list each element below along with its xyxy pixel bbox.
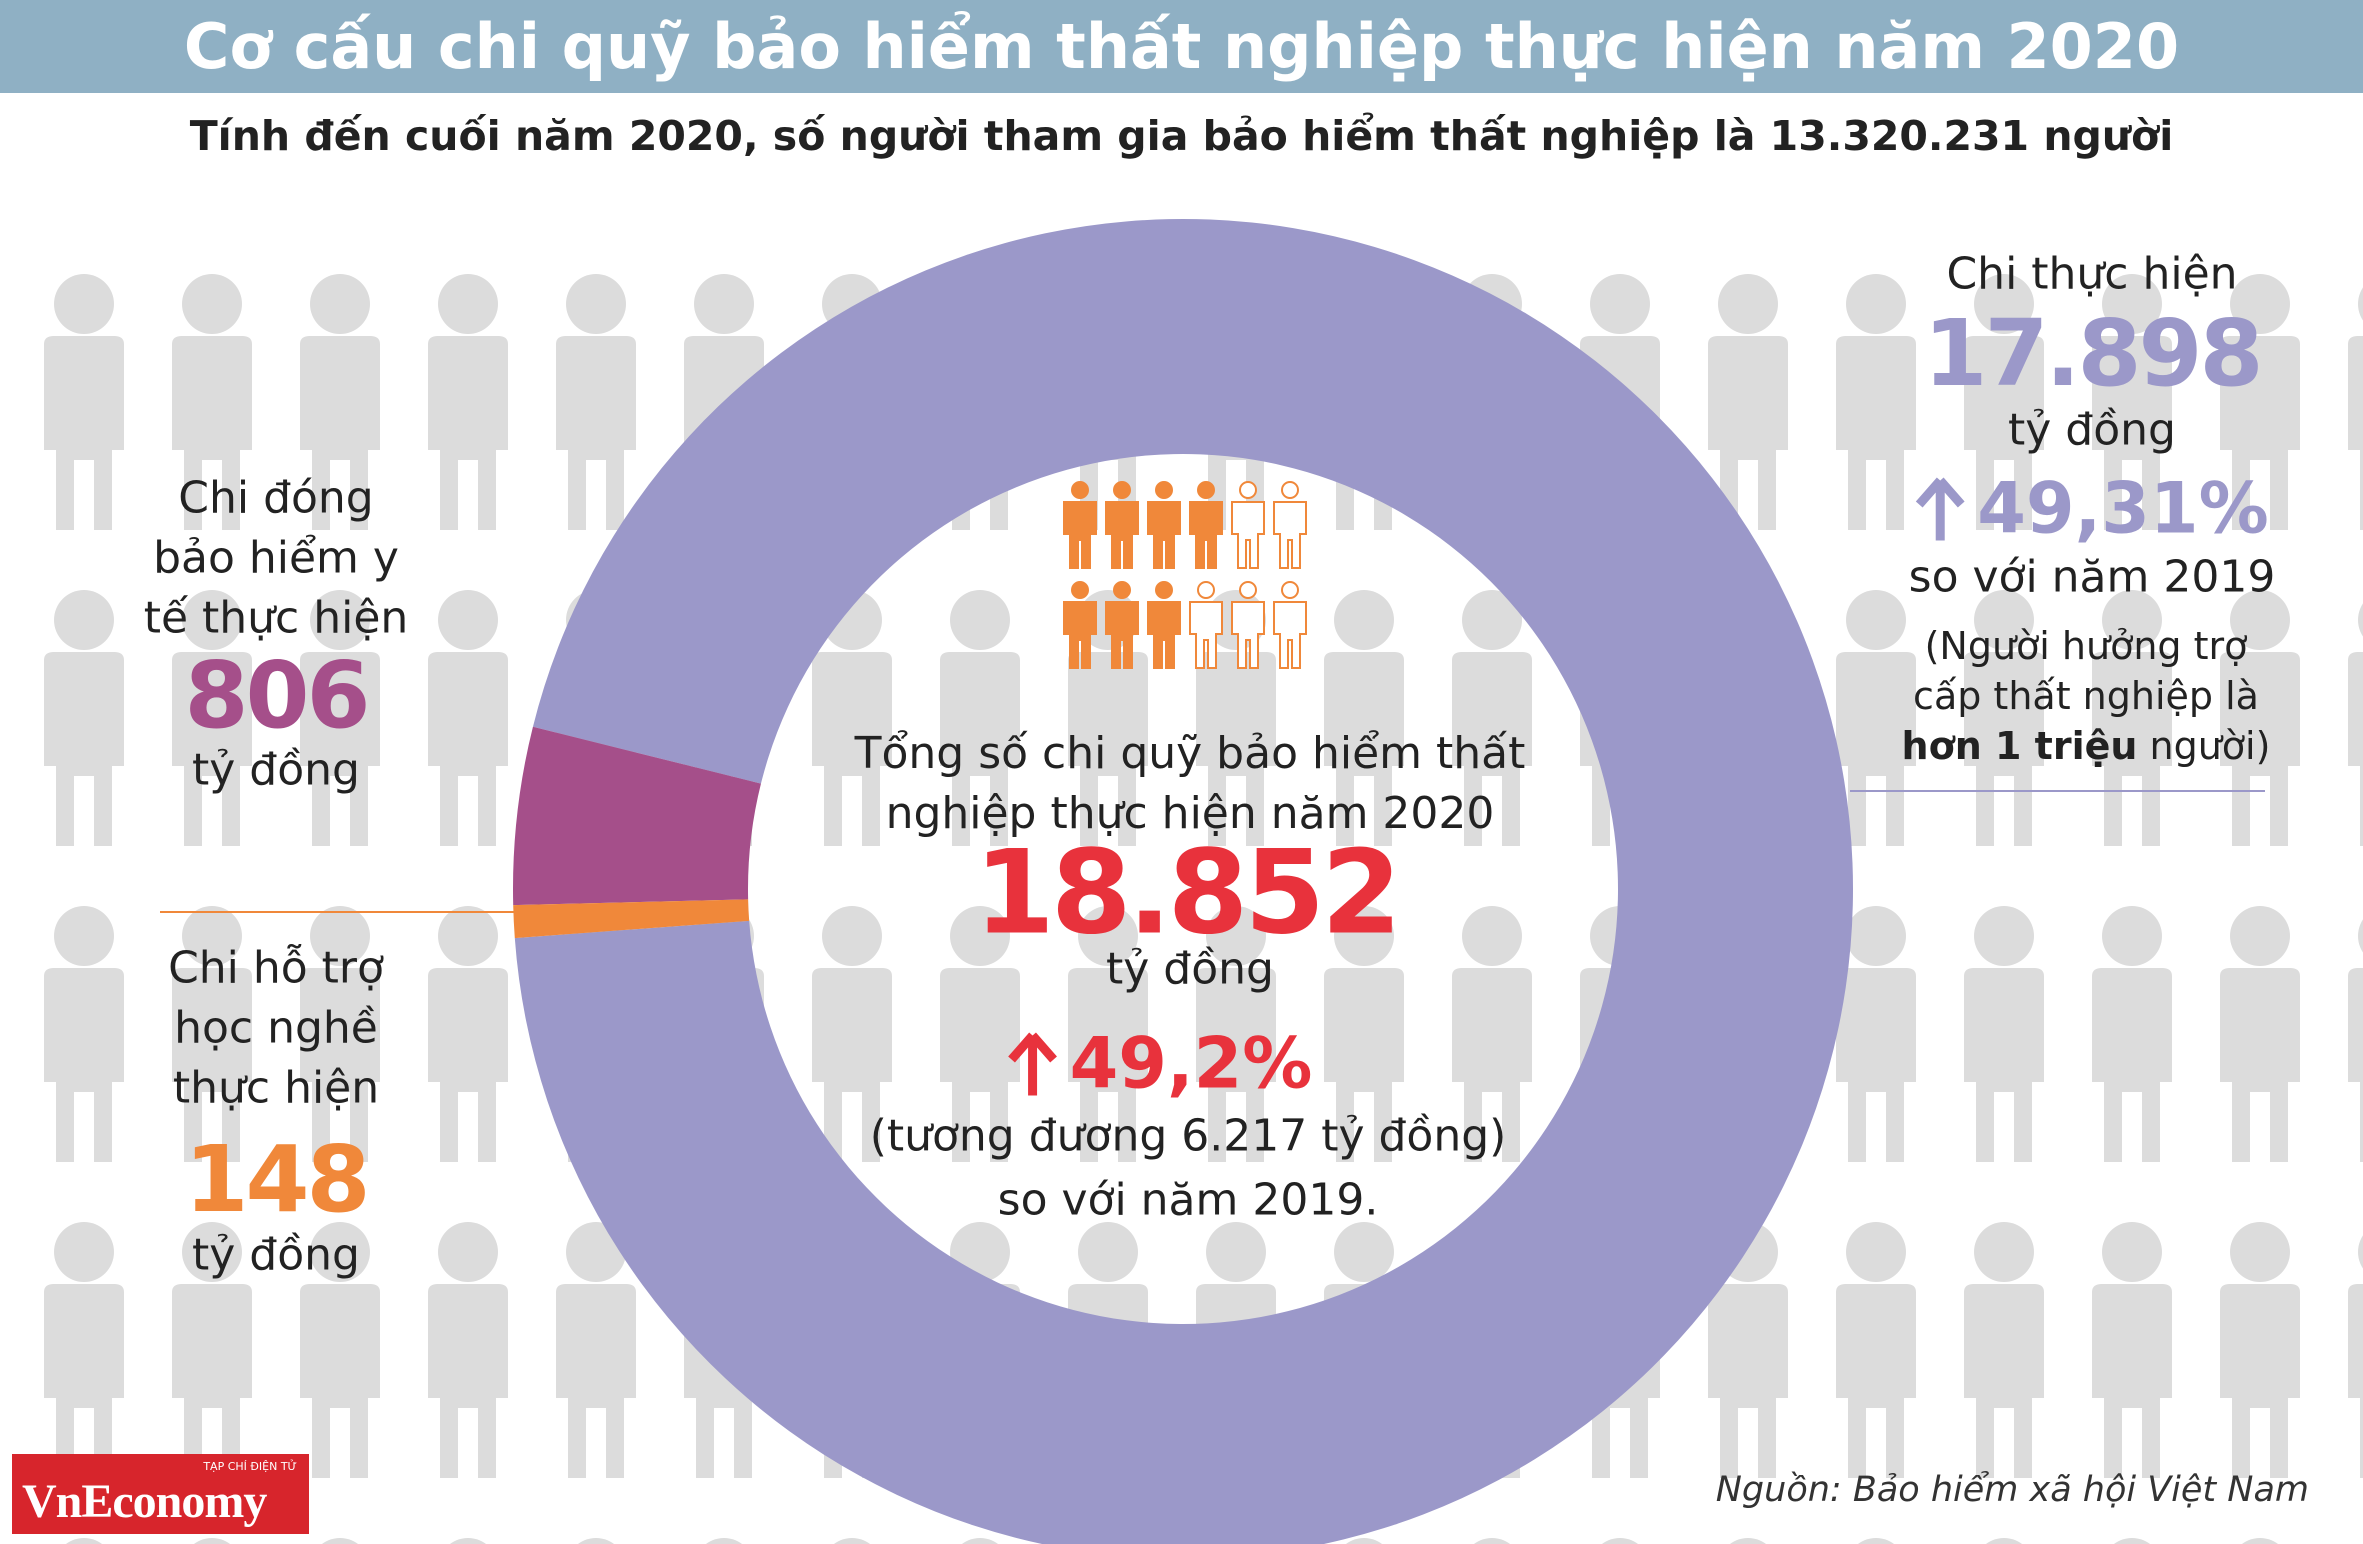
note-text: (Người hưởng trợ cấp thất nghiệp là bbox=[1913, 623, 2259, 718]
icon-body bbox=[1063, 501, 1097, 569]
change-label: 49,31% bbox=[1915, 464, 2269, 555]
icon-body bbox=[1147, 601, 1181, 669]
source: Nguồn: Bảo hiểm xã hội Việt Nam bbox=[1715, 1470, 2309, 1510]
slice bbox=[513, 899, 750, 939]
category-label: Chi hỗ trợ học nghề thực hiện bbox=[168, 942, 384, 1113]
icon-head bbox=[1113, 581, 1131, 599]
slice bbox=[513, 726, 761, 906]
icon-body bbox=[1231, 501, 1265, 569]
category-label: Chi thực hiện bbox=[1946, 248, 2238, 300]
logo-tagline: TẠP CHÍ ĐIỆN TỬ bbox=[203, 1460, 297, 1473]
icon-head bbox=[1239, 581, 1257, 599]
header-bar bbox=[0, 0, 2363, 93]
unit-label: tỷ đồng bbox=[1106, 943, 1274, 995]
unit-label: tỷ đồng bbox=[192, 744, 360, 796]
person-icon bbox=[1231, 481, 1265, 569]
icon-head bbox=[1113, 481, 1131, 499]
value-label: 148 bbox=[184, 1126, 370, 1234]
icon-body bbox=[1189, 601, 1223, 669]
person-icon bbox=[1231, 581, 1265, 669]
person-icon bbox=[1147, 581, 1181, 669]
chart-title: Cơ cấu chi quỹ bảo hiểm thất nghiệp thực… bbox=[183, 10, 2180, 83]
value-label: 17.898 bbox=[1923, 300, 2263, 408]
icon-body bbox=[1105, 501, 1139, 569]
unit-label: tỷ đồng bbox=[2008, 404, 2176, 456]
person-icon bbox=[1189, 581, 1223, 669]
people-icons bbox=[1063, 481, 1307, 669]
change-label: 49,2% bbox=[1008, 1019, 1313, 1110]
center-value: 18.852 bbox=[974, 825, 1402, 961]
person-icon bbox=[1273, 481, 1307, 569]
icon-body bbox=[1147, 501, 1181, 569]
icon-head bbox=[1071, 581, 1089, 599]
note: (Người hưởng trợ cấp thất nghiệp là hơn … bbox=[1891, 621, 2281, 771]
icon-head bbox=[1071, 481, 1089, 499]
note-bold: hơn 1 triệu bbox=[1901, 724, 2138, 769]
logo: TẠP CHÍ ĐIỆN TỬ VnEconomy bbox=[12, 1454, 309, 1534]
icon-head bbox=[1197, 481, 1215, 499]
icon-body bbox=[1231, 601, 1265, 669]
unit-label: tỷ đồng bbox=[192, 1229, 360, 1281]
person-icon bbox=[1147, 481, 1181, 569]
icon-head bbox=[1239, 481, 1257, 499]
donut bbox=[513, 219, 1853, 1544]
compare-label: so với năm 2019 bbox=[1908, 551, 2276, 603]
logo-name: VnEconomy bbox=[22, 1475, 267, 1528]
person-icon bbox=[1105, 481, 1139, 569]
person-icon bbox=[1273, 581, 1307, 669]
icon-head bbox=[1281, 481, 1299, 499]
slice bbox=[514, 219, 1853, 1544]
change-value: 49,31% bbox=[1977, 467, 2269, 550]
icon-head bbox=[1155, 581, 1173, 599]
center-note: (tương đương 6.217 tỷ đồng) bbox=[869, 1110, 1507, 1162]
icon-body bbox=[1273, 501, 1307, 569]
up-arrow bbox=[1915, 477, 1965, 540]
center-label: Tổng số chi quỹ bảo hiểm thất nghiệp thự… bbox=[854, 728, 1526, 839]
chart-subtitle: Tính đến cuối năm 2020, số người tham gi… bbox=[189, 112, 2174, 160]
person-icon bbox=[1063, 481, 1097, 569]
person-icon bbox=[1189, 481, 1223, 569]
center-note: so với năm 2019. bbox=[997, 1174, 1379, 1226]
icon-body bbox=[1189, 501, 1223, 569]
icon-body bbox=[1063, 601, 1097, 669]
icon-body bbox=[1105, 601, 1139, 669]
icon-body bbox=[1273, 601, 1307, 669]
icon-head bbox=[1281, 581, 1299, 599]
note-text: người) bbox=[2149, 724, 2271, 769]
person-icon bbox=[1105, 581, 1139, 669]
icon-head bbox=[1155, 481, 1173, 499]
category-label: Chi đóng bảo hiểm y tế thực hiện bbox=[143, 472, 409, 643]
change-value: 49,2% bbox=[1069, 1022, 1313, 1105]
person-icon bbox=[1063, 581, 1097, 669]
up-arrow bbox=[1008, 1032, 1057, 1095]
icon-head bbox=[1197, 581, 1215, 599]
value-label: 806 bbox=[184, 642, 370, 750]
